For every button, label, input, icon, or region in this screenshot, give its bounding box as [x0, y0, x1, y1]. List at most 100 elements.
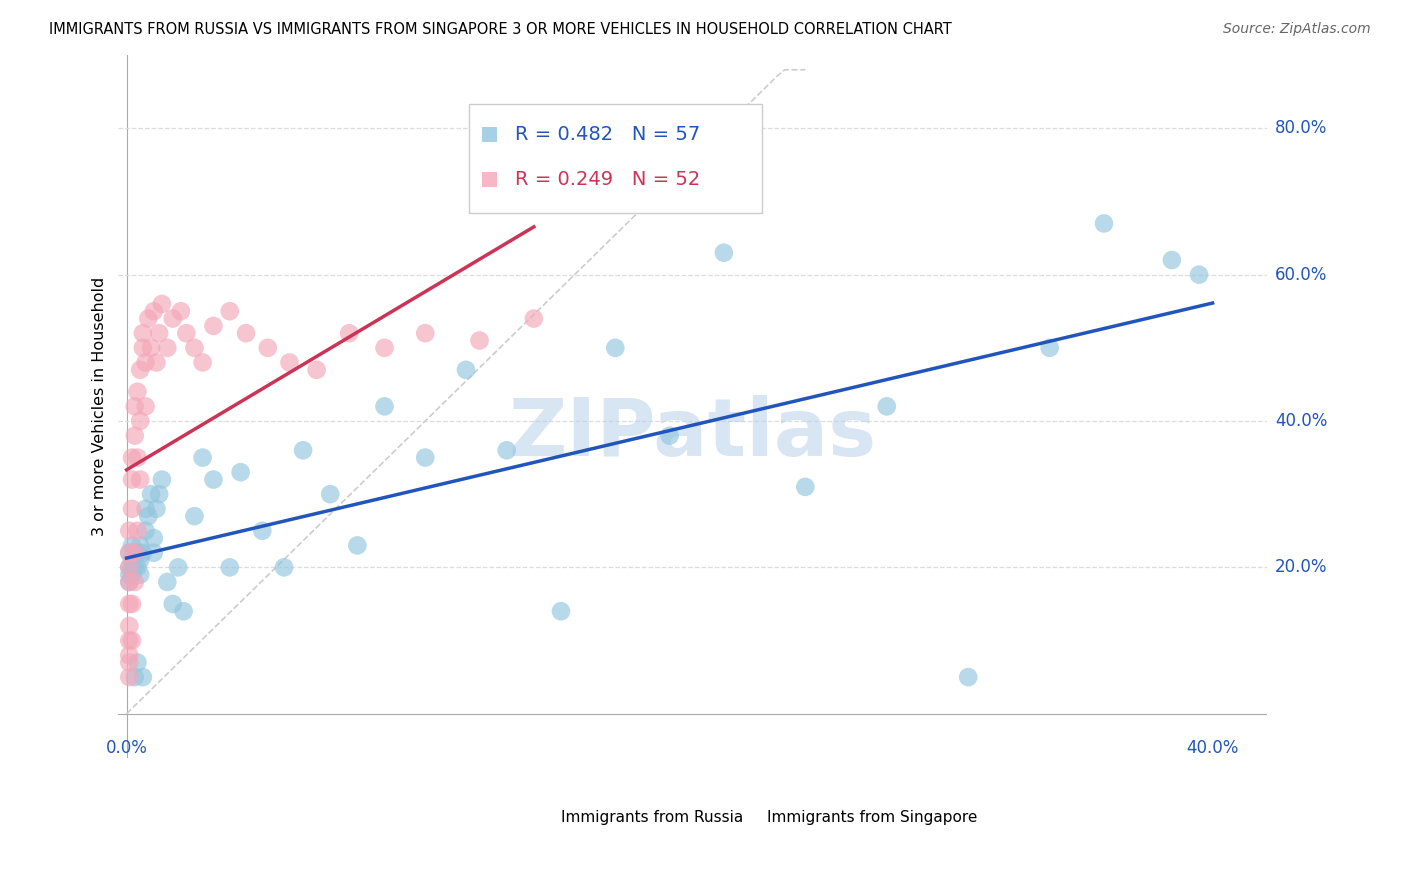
Point [118, 619, 141, 633]
Point [121, 633, 143, 648]
Point [993, 104, 1015, 119]
Y-axis label: 3 or more Vehicles in Household: 3 or more Vehicles in Household [93, 277, 107, 536]
Point [135, 400, 157, 414]
Point [413, 450, 436, 465]
Point [135, 524, 157, 538]
Point [121, 567, 143, 582]
Point [876, 400, 898, 414]
Point [173, 604, 195, 618]
Point [121, 538, 143, 552]
Point [162, 597, 184, 611]
Point [292, 443, 315, 458]
Point [346, 538, 368, 552]
Point [191, 355, 214, 369]
Point [319, 487, 342, 501]
Text: 40.0%: 40.0% [1187, 739, 1239, 756]
Point [127, 656, 149, 670]
Point [202, 473, 225, 487]
Point [132, 546, 155, 560]
Point [218, 304, 240, 318]
Point [605, 341, 627, 355]
Point [127, 450, 149, 465]
Point [118, 656, 141, 670]
Point [145, 355, 167, 369]
Text: 0.0%: 0.0% [105, 739, 148, 756]
Point [454, 363, 477, 377]
Point [124, 670, 146, 684]
Point [139, 487, 162, 501]
Point [118, 560, 141, 574]
Point [118, 574, 141, 589]
Point [142, 531, 165, 545]
Text: R = 0.482   N = 57: R = 0.482 N = 57 [515, 125, 700, 144]
Point [148, 487, 170, 501]
Point [118, 546, 141, 560]
Point [118, 648, 141, 662]
Point [523, 311, 546, 326]
Text: 20.0%: 20.0% [1275, 558, 1327, 576]
Point [1160, 253, 1182, 268]
Point [118, 597, 141, 611]
Point [136, 311, 159, 326]
Point [495, 443, 517, 458]
Point [127, 560, 149, 574]
Point [127, 524, 149, 538]
Point [135, 355, 157, 369]
Point [273, 560, 295, 574]
Point [129, 363, 152, 377]
Point [124, 560, 146, 574]
Text: R = 0.249   N = 52: R = 0.249 N = 52 [515, 170, 700, 189]
Point [142, 546, 165, 560]
Point [121, 553, 143, 567]
Point [121, 450, 143, 465]
Point [127, 546, 149, 560]
Point [183, 341, 205, 355]
Point [176, 326, 198, 341]
Point [150, 297, 173, 311]
Point [124, 546, 146, 560]
Text: ZIPatlas: ZIPatlas [509, 395, 877, 474]
Point [118, 524, 141, 538]
Point [170, 304, 193, 318]
Point [139, 341, 162, 355]
Point [229, 465, 252, 479]
Point [468, 334, 491, 348]
Point [132, 341, 155, 355]
Point [124, 400, 146, 414]
Point [142, 304, 165, 318]
Point [658, 428, 681, 442]
Point [150, 473, 173, 487]
Point [145, 501, 167, 516]
Point [118, 546, 141, 560]
Point [167, 560, 190, 574]
Point [118, 560, 141, 574]
Point [1188, 268, 1211, 282]
Point [993, 57, 1015, 71]
Point [127, 384, 149, 399]
Point [121, 473, 143, 487]
Point [129, 473, 152, 487]
Point [235, 326, 257, 341]
Point [550, 604, 572, 618]
Point [129, 553, 152, 567]
Text: Source: ZipAtlas.com: Source: ZipAtlas.com [1223, 22, 1371, 37]
Point [156, 574, 179, 589]
Point [148, 326, 170, 341]
Point [118, 574, 141, 589]
Point [124, 428, 146, 442]
Point [278, 355, 301, 369]
Point [1107, 769, 1129, 783]
Point [156, 341, 179, 355]
Point [136, 509, 159, 524]
Point [413, 326, 436, 341]
Point [118, 670, 141, 684]
Point [132, 326, 155, 341]
Point [373, 400, 395, 414]
Point [124, 546, 146, 560]
Point [124, 574, 146, 589]
Point [135, 501, 157, 516]
Point [794, 480, 817, 494]
Point [218, 560, 240, 574]
Point [121, 597, 143, 611]
Point [118, 567, 141, 582]
